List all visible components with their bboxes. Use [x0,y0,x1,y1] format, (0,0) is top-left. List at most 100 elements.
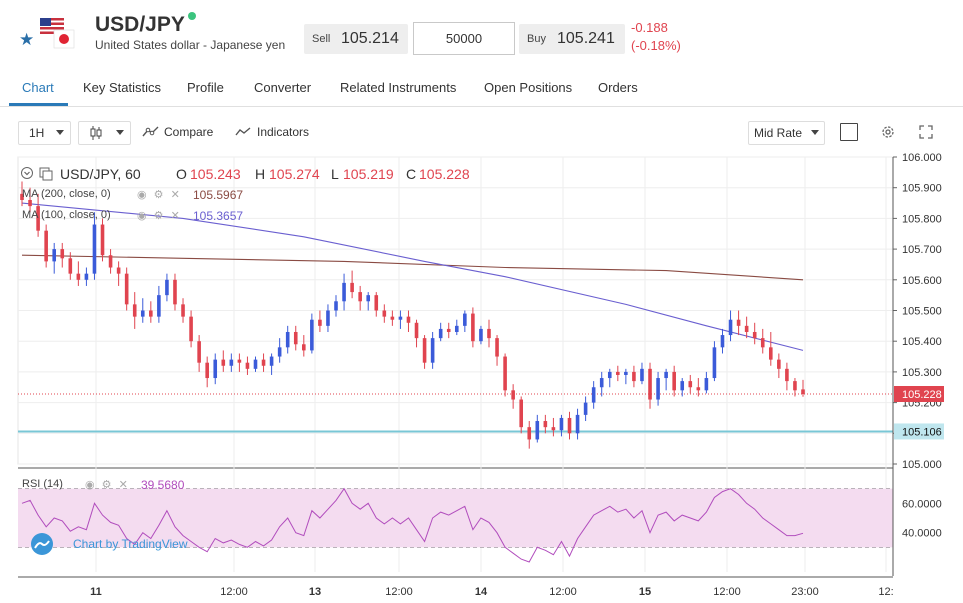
ma100-legend-controls-icon[interactable]: ◉ ⚙ ✕ [137,210,182,222]
interval-dropdown[interactable]: 1H [18,121,71,145]
indicators-icon[interactable] [235,126,251,138]
candle-body [624,371,628,375]
candle [479,325,483,345]
candle [132,292,137,329]
collapse-legend-icon[interactable] [20,166,34,180]
ma200-legend-controls-icon[interactable]: ◉ ⚙ ✕ [137,189,182,201]
sell-price: 105.214 [341,30,399,47]
price-axis-label: 105.700 [902,244,942,256]
candle-body [704,378,709,391]
tab-chart[interactable]: Chart [22,80,54,95]
candle-body [583,402,588,415]
time-axis-label: 14 [475,586,488,598]
candle [632,365,636,388]
time-axis-label: 23:00 [791,586,819,598]
candle-body [777,359,781,369]
screenshot-button[interactable] [840,123,858,141]
legend-high-value: 105.274 [269,166,320,182]
candle-body [736,319,741,326]
candle-body [406,316,411,323]
legend-low-value: 105.219 [343,166,394,182]
candle-body [559,417,564,431]
price-axis-label: 105.900 [902,183,942,195]
fullscreen-icon[interactable] [919,125,933,139]
quantity-input[interactable]: 50000 [413,22,515,55]
candle [205,356,209,388]
candle-body [414,322,419,339]
candle-body [495,338,499,357]
candle [672,365,676,397]
candle-body [430,338,435,363]
candle [430,331,435,369]
candle-body [28,199,32,207]
price-type-dropdown[interactable]: Mid Rate [748,121,825,145]
candle-body [366,295,371,302]
candle [607,368,612,388]
candle-body [60,249,65,259]
moving-averages [21,202,804,351]
candle-body [390,316,395,320]
chart-style-dropdown[interactable] [78,121,131,145]
candle-body [261,359,266,366]
candle [358,285,362,311]
candle-body [165,279,169,296]
candle-body [551,427,556,431]
candle-body [157,295,161,317]
candle-body [479,328,483,342]
time-axis-label: 12:00 [220,586,248,598]
legend-high-label: H [255,166,266,182]
candle [269,353,274,375]
candle-body [793,381,797,391]
candle-body [438,328,443,339]
price-change: -0.188 (-0.18%) [631,19,681,55]
price-chart[interactable]: 106.000 105.900 105.800 105.700 105.600 105.5… [0,150,963,603]
time-axis-label: 15 [639,586,651,598]
candle-body [36,206,40,231]
tab-bar: Chart Key Statistics Profile Converter R… [0,72,963,107]
candle-body [76,273,81,280]
candle-body [672,371,676,391]
candle-body [744,325,749,332]
tab-key-statistics[interactable]: Key Statistics [83,80,162,95]
ma200-line [21,254,804,281]
candle-body [221,359,226,366]
compare-button[interactable]: Compare [164,125,214,139]
line-price-tag-text: 105.106 [902,426,942,438]
candlestick-series [20,181,805,449]
tab-profile[interactable]: Profile [187,80,224,95]
candle [221,350,226,372]
candle [116,261,121,286]
legend-close-value: 105.228 [419,166,470,182]
last-price-tag-bg [894,386,944,403]
candle [414,319,419,348]
tab-orders[interactable]: Orders [598,80,638,95]
candle [438,322,443,342]
candlestick-icon [90,126,102,140]
price-type-value: Mid Rate [754,126,803,140]
candle [124,267,129,311]
candle [326,304,330,332]
tab-converter[interactable]: Converter [254,80,312,95]
indicators-button[interactable]: Indicators [257,125,310,139]
tab-related-instruments[interactable]: Related Instruments [340,80,457,95]
tab-open-positions[interactable]: Open Positions [484,80,573,95]
buy-button[interactable]: Buy 105.241 [519,24,625,54]
favorite-star-icon[interactable]: ★ [19,30,35,49]
settings-gear-icon[interactable] [880,124,896,140]
candle-body [599,378,604,388]
compare-icon[interactable] [142,125,160,139]
candle-body [342,282,346,302]
candle [302,335,306,357]
time-axis-label: 12:00 [549,586,577,598]
candle-body [575,414,580,434]
candle [503,353,507,397]
candle [84,267,89,286]
candle [591,381,596,409]
candle [293,325,298,351]
candle [454,319,459,336]
sell-button[interactable]: Sell 105.214 [304,24,408,54]
candle-body [752,331,757,339]
rsi-legend-controls-icon[interactable]: ◉ ⚙ ✕ [85,479,130,491]
tradingview-watermark[interactable]: Chart by TradingView [73,537,188,551]
legend-open-value: 105.243 [190,166,241,182]
